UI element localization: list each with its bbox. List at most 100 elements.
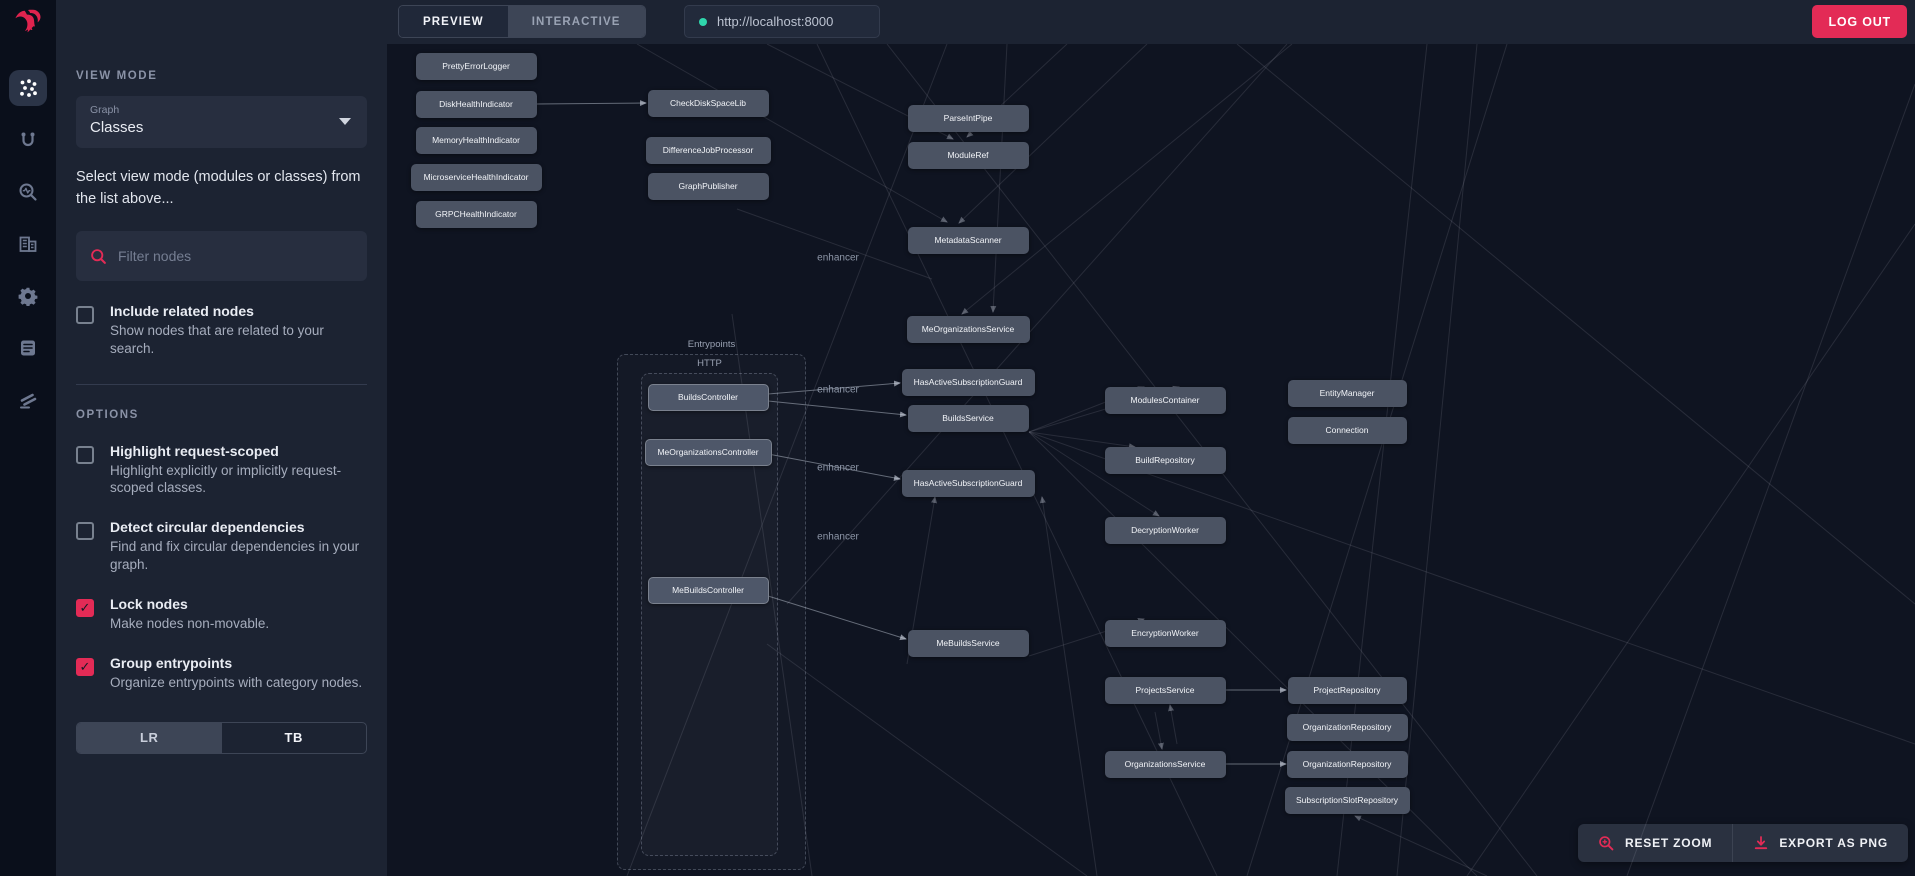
rail-item-rules[interactable]: [9, 382, 47, 418]
rail-item-routes[interactable]: [9, 122, 47, 158]
graph-node-EncryptionWorker[interactable]: EncryptionWorker: [1104, 619, 1226, 647]
lock-nodes-description: Make nodes non-movable.: [110, 615, 270, 631]
graph-node-MicroserviceHealthIndicator[interactable]: MicroserviceHealthIndicator: [410, 163, 542, 191]
group-box-entrypoints: Entrypoints: [617, 339, 806, 870]
rail-item-inspect[interactable]: [9, 174, 47, 210]
include-related-nodes: Include related nodes Show nodes that are…: [76, 303, 367, 358]
graph-node-OrganizationsService[interactable]: OrganizationsService: [1104, 750, 1226, 778]
highlight-request-scoped: Highlight request-scoped Highlight explic…: [76, 443, 367, 498]
highlight-request-scoped-description: Highlight explicitly or implicitly reque…: [110, 462, 342, 496]
rail-item-logs[interactable]: [9, 330, 47, 366]
detect-circular-dependencies-description: Find and fix circular dependencies in yo…: [110, 539, 360, 573]
zoom-reset-icon: [1599, 835, 1614, 850]
layout-direction-toggle: LR TB: [76, 721, 367, 754]
graph-node-BuildsController[interactable]: BuildsController: [647, 383, 769, 411]
include-related-nodes-title: Include related nodes: [110, 303, 254, 319]
graph-node-OrganizationRepository[interactable]: OrganizationRepository: [1286, 750, 1408, 778]
edge-label-enhancer: enhancer: [817, 531, 859, 543]
graph-node-SubscriptionSlotRepository[interactable]: SubscriptionSlotRepository: [1284, 786, 1410, 814]
gavel-icon: [20, 393, 37, 409]
graph-node-GraphPublisher[interactable]: GraphPublisher: [647, 172, 769, 200]
graph-node-Connection[interactable]: Connection: [1287, 416, 1407, 444]
lock-nodes: ✓ Lock nodes Make nodes non-movable.: [76, 596, 367, 633]
group-entrypoints-title: Group entrypoints: [110, 654, 233, 671]
organization-icon: [19, 236, 37, 252]
top-bar: PREVIEW INTERACTIVE http://localhost:800…: [56, 0, 1915, 44]
graph-node-ModulesContainer[interactable]: ModulesContainer: [1104, 386, 1226, 414]
filter-input[interactable]: [118, 248, 353, 264]
detect-circular-dependencies: Detect circular dependencies Find and fix…: [76, 519, 367, 574]
download-icon: [1755, 836, 1768, 850]
detect-circular-dependencies-checkbox[interactable]: [76, 522, 94, 541]
edge-label-enhancer: enhancer: [817, 252, 859, 264]
direction-tb-button[interactable]: TB: [284, 730, 304, 745]
lock-nodes-checkbox[interactable]: ✓: [76, 598, 94, 617]
graph-node-ProjectsService[interactable]: ProjectsService: [1104, 676, 1226, 704]
rail-item-graph[interactable]: [9, 70, 47, 106]
graph-node-OrganizationRepository[interactable]: OrganizationRepository: [1286, 713, 1408, 741]
graph-node-HasActiveSubscriptionGuard[interactable]: HasActiveSubscriptionGuard: [901, 368, 1035, 396]
logout-button[interactable]: LOG OUT: [1812, 5, 1907, 38]
graph-node-BuildsService[interactable]: BuildsService: [907, 404, 1029, 432]
dropdown-label: Graph: [90, 104, 120, 116]
view-mode-hint: Select view mode (modules or classes) fr…: [76, 169, 361, 207]
view-tabs: PREVIEW INTERACTIVE: [398, 5, 646, 38]
group-label: Entrypoints: [687, 339, 736, 350]
inspect-search-icon: [19, 183, 37, 201]
direction-lr-button[interactable]: LR: [77, 722, 222, 753]
reset-zoom-label: RESET ZOOM: [1625, 836, 1713, 850]
dropdown-value: Classes: [90, 119, 144, 136]
group-label: HTTP: [697, 358, 722, 369]
url-text: http://localhost:8000: [717, 14, 834, 29]
graph-node-CheckDiskSpaceLib[interactable]: CheckDiskSpaceLib: [647, 89, 769, 117]
graph-node-MeOrganizationsController[interactable]: MeOrganizationsController: [644, 438, 772, 466]
graph-node-EntityManager[interactable]: EntityManager: [1287, 379, 1407, 407]
reset-zoom-button[interactable]: RESET ZOOM: [1578, 824, 1732, 862]
include-related-nodes-checkbox[interactable]: [76, 306, 94, 324]
graph-node-PrettyErrorLogger[interactable]: PrettyErrorLogger: [415, 52, 537, 80]
rail-item-settings[interactable]: [9, 278, 47, 314]
graph-node-ParseIntPipe[interactable]: ParseIntPipe: [907, 104, 1029, 132]
graph-node-BuildRepository[interactable]: BuildRepository: [1104, 446, 1226, 474]
tab-preview[interactable]: PREVIEW: [399, 6, 508, 37]
graph-node-DifferenceJobProcessor[interactable]: DifferenceJobProcessor: [645, 136, 771, 164]
graph-node-MeBuildsController[interactable]: MeBuildsController: [647, 576, 769, 604]
icon-rail: [0, 0, 56, 876]
filter-field[interactable]: [76, 231, 367, 281]
group-box-http: HTTP: [641, 358, 778, 856]
rail-nav: [9, 70, 47, 418]
rail-item-organization[interactable]: [9, 226, 47, 262]
graph-node-GRPCHealthIndicator[interactable]: GRPCHealthIndicator: [415, 200, 537, 228]
search-icon: [91, 248, 106, 264]
view-mode-label: VIEW MODE: [76, 70, 158, 82]
canvas-actions: RESET ZOOM EXPORT AS PNG: [1578, 824, 1908, 862]
settings-gear-icon: [18, 287, 38, 306]
graph-node-MeBuildsService[interactable]: MeBuildsService: [907, 629, 1029, 657]
graph-node-MemoryHealthIndicator[interactable]: MemoryHealthIndicator: [415, 126, 537, 154]
group-entrypoints-description: Organize entrypoints with category nodes…: [110, 674, 363, 690]
graph-node-ModuleRef[interactable]: ModuleRef: [907, 141, 1029, 169]
graph-node-MetadataScanner[interactable]: MetadataScanner: [907, 226, 1029, 254]
chevron-down-icon: [339, 118, 351, 125]
graph-node-DecryptionWorker[interactable]: DecryptionWorker: [1104, 516, 1226, 544]
url-bar[interactable]: http://localhost:8000: [684, 5, 880, 38]
graph-node-MeOrganizationsService[interactable]: MeOrganizationsService: [906, 315, 1030, 343]
highlight-request-scoped-checkbox[interactable]: [76, 445, 94, 464]
lock-nodes-title: Lock nodes: [110, 595, 188, 612]
options-label: OPTIONS: [76, 408, 139, 421]
export-png-button[interactable]: EXPORT AS PNG: [1732, 824, 1908, 862]
include-related-nodes-description: Show nodes that are related to your sear…: [110, 323, 324, 356]
nestjs-logo[interactable]: [0, 0, 56, 44]
graph-mode-dropdown[interactable]: Graph Classes: [76, 96, 367, 148]
status-dot: [699, 17, 707, 26]
graph-canvas[interactable]: RESET ZOOM EXPORT AS PNG Entrypoints HTTP…: [387, 44, 1915, 876]
graph-node-HasActiveSubscriptionGuard[interactable]: HasActiveSubscriptionGuard: [901, 469, 1035, 497]
sidebar: VIEW MODE Graph Classes Select view mode…: [56, 44, 387, 876]
graph-node-DiskHealthIndicator[interactable]: DiskHealthIndicator: [415, 90, 537, 118]
group-entrypoints-checkbox[interactable]: ✓: [76, 657, 94, 676]
detect-circular-dependencies-title: Detect circular dependencies: [110, 519, 305, 536]
tab-interactive[interactable]: INTERACTIVE: [507, 6, 645, 37]
edge-label-enhancer: enhancer: [817, 384, 859, 396]
document-icon: [21, 340, 35, 356]
graph-node-ProjectRepository[interactable]: ProjectRepository: [1287, 676, 1407, 704]
